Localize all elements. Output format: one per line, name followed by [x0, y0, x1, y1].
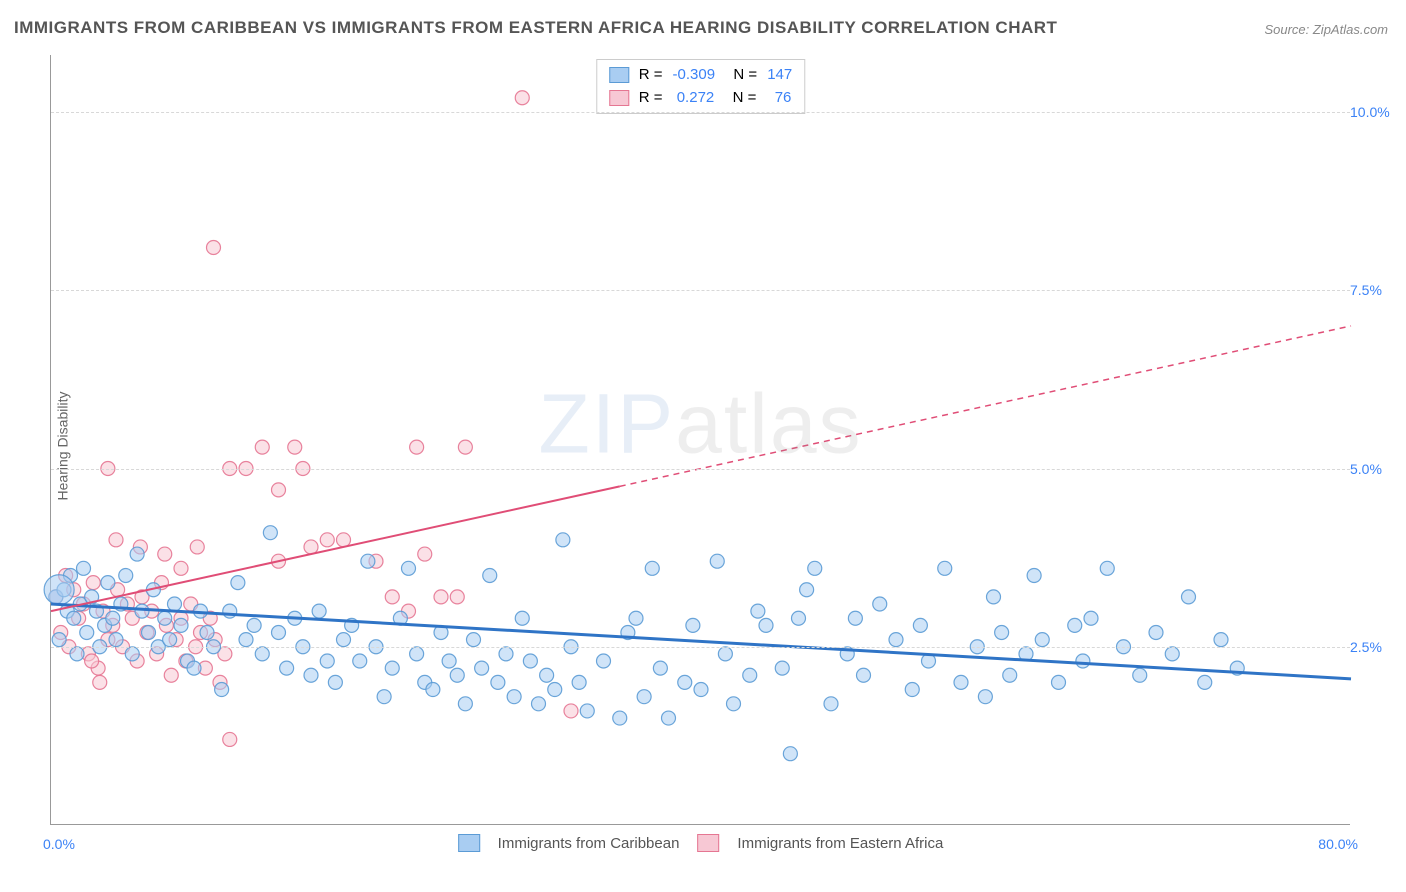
legend-row-eastern-africa: R = 0.272 N = 76: [609, 87, 792, 110]
series-legend: Immigrants from Caribbean Immigrants fro…: [458, 834, 944, 852]
n-value-eastern-africa: 76: [766, 87, 791, 110]
series-label-eastern-africa: Immigrants from Eastern Africa: [737, 835, 943, 852]
n-value-caribbean: 147: [767, 64, 792, 87]
x-axis-max: 80.0%: [1318, 836, 1358, 852]
swatch-eastern-africa: [609, 90, 629, 106]
y-tick-label: 7.5%: [1350, 282, 1400, 298]
correlation-legend: R = -0.309 N = 147 R = 0.272 N = 76: [596, 59, 805, 114]
r-value-eastern-africa: 0.272: [673, 87, 715, 110]
swatch-caribbean: [609, 67, 629, 83]
gridline: [51, 469, 1350, 470]
x-axis-min: 0.0%: [43, 836, 75, 852]
legend-row-caribbean: R = -0.309 N = 147: [609, 64, 792, 87]
y-tick-label: 2.5%: [1350, 639, 1400, 655]
r-label: R =: [639, 87, 663, 110]
gridline: [51, 647, 1350, 648]
chart-title: IMMIGRANTS FROM CARIBBEAN VS IMMIGRANTS …: [14, 18, 1057, 38]
n-label: N =: [724, 87, 756, 110]
swatch-eastern-africa-bottom: [697, 834, 719, 852]
y-tick-label: 5.0%: [1350, 461, 1400, 477]
r-label: R =: [639, 64, 663, 87]
swatch-caribbean-bottom: [458, 834, 480, 852]
source-credit: Source: ZipAtlas.com: [1264, 22, 1388, 37]
n-label: N =: [725, 64, 757, 87]
chart-plot-area: ZIPatlas R = -0.309 N = 147 R = 0.272 N …: [50, 55, 1350, 825]
gridline: [51, 290, 1350, 291]
series-label-caribbean: Immigrants from Caribbean: [498, 835, 680, 852]
scatter-svg: [51, 55, 1351, 825]
r-value-caribbean: -0.309: [673, 64, 716, 87]
gridline: [51, 112, 1350, 113]
y-tick-label: 10.0%: [1350, 104, 1400, 120]
